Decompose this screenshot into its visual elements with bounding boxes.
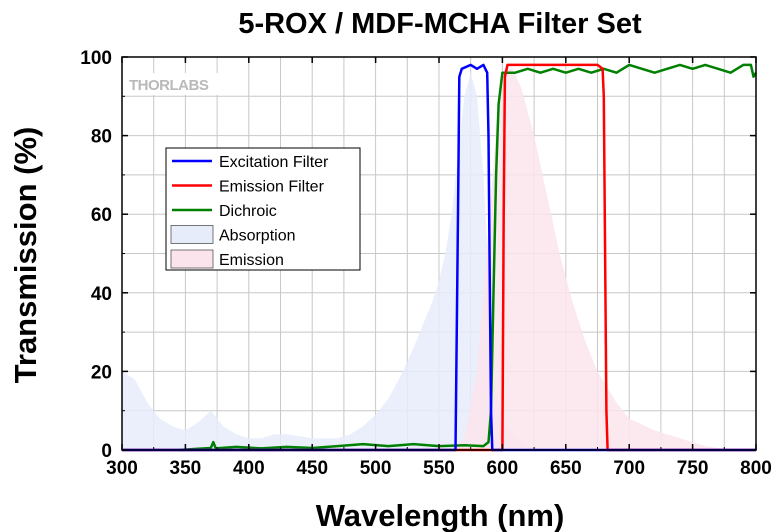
y-tick-label: 0 xyxy=(101,441,112,462)
line-series xyxy=(122,63,758,452)
x-tick-label: 300 xyxy=(106,458,138,479)
legend-swatch xyxy=(170,249,214,269)
legend: Excitation Filter Emission Filter Dichroic… xyxy=(165,147,361,271)
tick-labels: 300 350 400 450 500 550 600 650 700 750 800 0 20 40 60… xyxy=(80,48,772,479)
x-tick-label: 600 xyxy=(487,458,519,479)
x-tick-label: 450 xyxy=(296,458,328,479)
axis-ticks xyxy=(121,56,757,451)
legend-label: Emission xyxy=(219,252,284,269)
x-axis-title: Wavelength (nm) xyxy=(316,498,565,532)
x-tick-label: 500 xyxy=(360,458,392,479)
y-tick-label: 40 xyxy=(91,284,112,305)
watermark-text: THORLABS xyxy=(129,77,209,94)
y-tick-label: 80 xyxy=(91,127,112,148)
x-tick-label: 800 xyxy=(740,458,772,479)
legend-label: Dichroic xyxy=(219,203,277,220)
x-tick-label: 700 xyxy=(613,458,645,479)
x-tick-label: 400 xyxy=(233,458,265,479)
y-axis-title: Transmission (%) xyxy=(8,127,43,384)
y-tick-label: 100 xyxy=(80,48,112,69)
area-series xyxy=(122,68,756,451)
legend-swatch xyxy=(170,225,214,244)
legend-label: Absorption xyxy=(219,228,296,245)
x-tick-label: 550 xyxy=(423,458,455,479)
watermark: THORLABS xyxy=(126,73,222,95)
emission-filter-line xyxy=(122,63,756,452)
x-tick-label: 350 xyxy=(170,458,202,479)
watermark-box xyxy=(126,73,222,95)
excitation-filter-line xyxy=(122,63,756,452)
legend-label: Excitation Filter xyxy=(219,154,329,171)
chart-title: 5-ROX / MDF-MCHA Filter Set xyxy=(238,8,642,40)
legend-label: Emission Filter xyxy=(219,179,325,196)
absorption-area xyxy=(122,72,756,450)
dichroic-line xyxy=(179,63,758,452)
y-tick-label: 20 xyxy=(91,362,112,383)
x-tick-label: 750 xyxy=(677,458,709,479)
y-tick-label: 60 xyxy=(91,205,112,226)
x-tick-label: 650 xyxy=(550,458,582,479)
